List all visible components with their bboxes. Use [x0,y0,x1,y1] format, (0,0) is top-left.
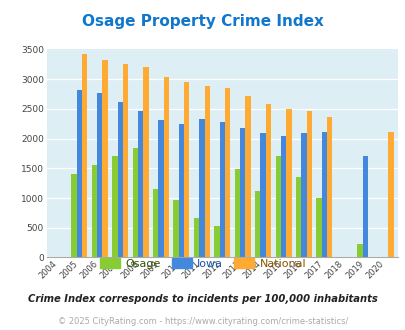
Bar [260,133,265,257]
Bar [138,111,143,257]
Bar [194,218,199,257]
Bar [280,136,286,257]
Bar [199,119,204,257]
Bar [387,132,392,257]
Bar [123,64,128,257]
Bar [245,96,250,257]
Bar [234,169,239,257]
Bar [286,110,291,257]
Bar [143,67,148,257]
Bar [306,111,311,257]
Bar [295,177,301,257]
Bar [204,86,209,257]
Text: Osage Property Crime Index: Osage Property Crime Index [82,14,323,29]
Text: © 2025 CityRating.com - https://www.cityrating.com/crime-statistics/: © 2025 CityRating.com - https://www.city… [58,317,347,326]
Bar [132,148,138,257]
Bar [173,200,178,257]
Bar [153,189,158,257]
Bar [178,124,183,257]
Bar [254,191,260,257]
Bar [301,133,306,257]
Bar [158,119,163,257]
Bar [112,156,117,257]
Bar [183,82,189,257]
Bar [224,88,230,257]
Bar [326,116,332,257]
Bar [92,165,97,257]
Bar [356,244,362,257]
Bar [117,102,123,257]
Bar [265,104,271,257]
Bar [214,226,219,257]
Bar [321,132,326,257]
Text: Crime Index corresponds to incidents per 100,000 inhabitants: Crime Index corresponds to incidents per… [28,294,377,304]
Bar [82,54,87,257]
Bar [77,90,82,257]
Bar [102,60,107,257]
Bar [219,122,224,257]
Bar [362,156,367,257]
Bar [71,174,77,257]
Bar [97,92,102,257]
Bar [275,156,280,257]
Bar [163,77,168,257]
Legend: Osage, Iowa, National: Osage, Iowa, National [95,254,310,273]
Bar [239,128,245,257]
Bar [315,198,321,257]
